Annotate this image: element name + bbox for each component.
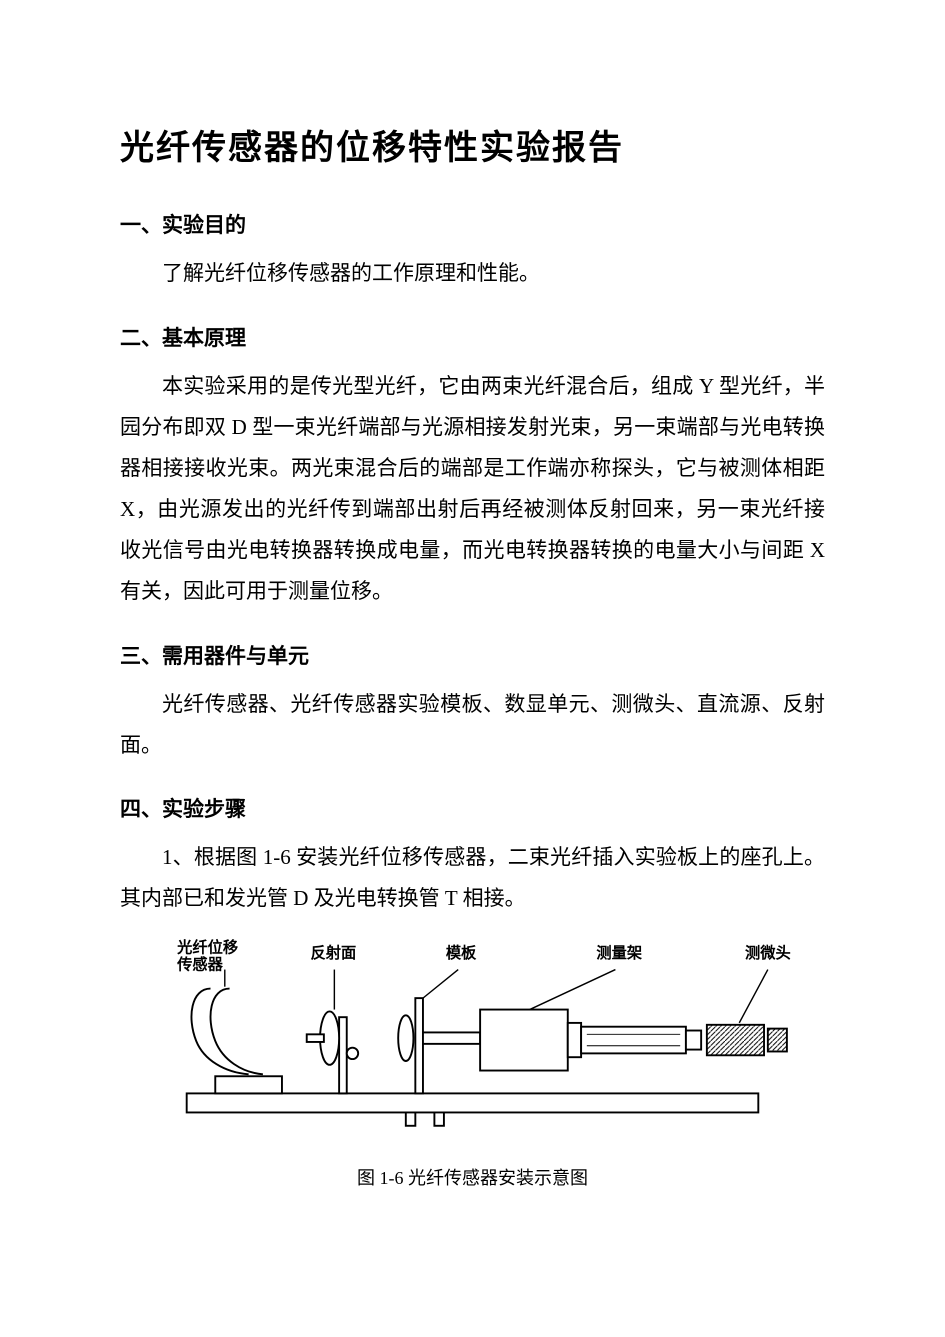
section-4-head: 四、实验步骤 <box>120 793 825 823</box>
section-1-head: 一、实验目的 <box>120 209 825 239</box>
svg-text:测量架: 测量架 <box>596 944 642 962</box>
figure-diagram: 光纤位移传感器 反射面 模板 测量架 测微头 <box>120 931 825 1151</box>
section-3-para: 光纤传感器、光纤传感器实验模板、数显单元、测微头、直流源、反射面。 <box>120 684 825 766</box>
svg-text:测微头: 测微头 <box>745 944 791 962</box>
section-4-para-1: 1、根据图 1-6 安装光纤位移传感器，二束光纤插入实验板上的座孔上。其内部已和… <box>120 837 825 919</box>
section-2-head: 二、基本原理 <box>120 322 825 352</box>
section-3-head: 三、需用器件与单元 <box>120 640 825 670</box>
document-page: 光纤传感器的位移特性实验报告 一、实验目的 了解光纤位移传感器的工作原理和性能。… <box>0 0 945 1337</box>
figure-1-6: 光纤位移传感器 反射面 模板 测量架 测微头 图 1-6 光纤传感器安装示意图 <box>120 931 825 1190</box>
section-2-para: 本实验采用的是传光型光纤，它由两束光纤混合后，组成 Y 型光纤，半园分布即双 D… <box>120 366 825 612</box>
document-title: 光纤传感器的位移特性实验报告 <box>120 120 825 169</box>
section-1-para: 了解光纤位移传感器的工作原理和性能。 <box>120 253 825 294</box>
svg-text:模板: 模板 <box>446 944 477 962</box>
svg-text:反射面: 反射面 <box>311 944 357 962</box>
figure-caption: 图 1-6 光纤传感器安装示意图 <box>120 1164 825 1190</box>
svg-text:光纤位移传感器: 光纤位移传感器 <box>176 939 238 974</box>
